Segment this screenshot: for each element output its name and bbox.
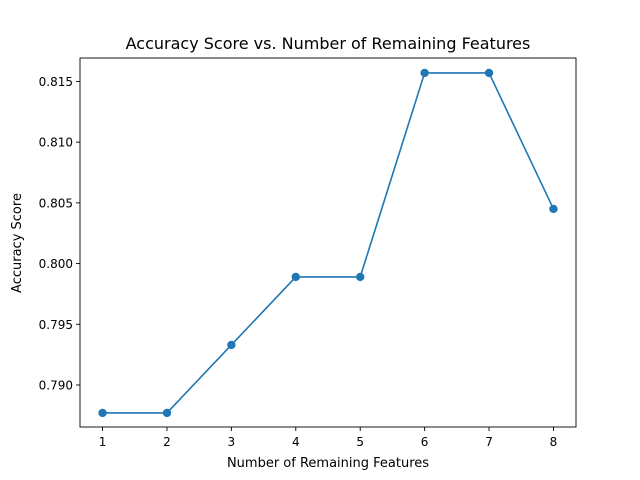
data-point xyxy=(484,68,494,78)
x-tick-label: 5 xyxy=(356,435,364,449)
x-tick-label: 6 xyxy=(421,435,429,449)
data-point xyxy=(356,272,365,282)
x-tick-label: 3 xyxy=(228,435,236,449)
x-tick-label: 1 xyxy=(99,435,107,449)
data-point xyxy=(420,68,429,78)
data-point xyxy=(98,408,107,418)
y-tick-label: 0.790 xyxy=(39,378,73,392)
y-tick-label: 0.795 xyxy=(39,318,73,332)
y-tick-label: 0.815 xyxy=(39,75,73,89)
data-point xyxy=(291,272,300,282)
plot-area: 1 2 3 4 5 6 7 8 0.790 0.795 0.800 0.805 0.810 0.815 xyxy=(39,57,577,449)
x-axis-label: Number of Remaining Features xyxy=(227,456,429,471)
axes-frame xyxy=(79,57,577,428)
y-axis-label: Accuracy Score xyxy=(10,193,25,293)
data-point xyxy=(227,340,236,350)
x-tick-label: 4 xyxy=(292,435,300,449)
data-point xyxy=(549,204,558,214)
chart-title: Accuracy Score vs. Number of Remaining F… xyxy=(126,34,531,53)
x-tick-label: 2 xyxy=(163,435,171,449)
y-tick-label: 0.805 xyxy=(39,196,73,210)
data-point xyxy=(162,408,172,418)
x-tick-label: 7 xyxy=(485,435,493,449)
x-tick-label: 8 xyxy=(550,435,558,449)
series-line xyxy=(102,72,555,414)
y-tick-label: 0.810 xyxy=(39,136,73,150)
y-tick-label: 0.800 xyxy=(39,257,73,271)
